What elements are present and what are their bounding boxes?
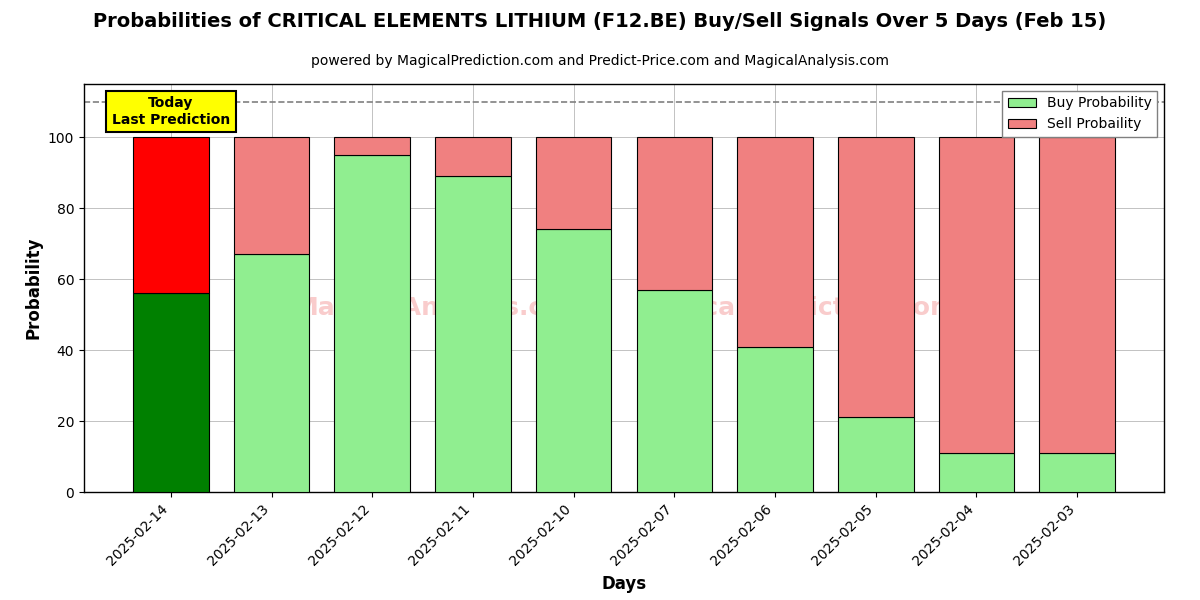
Y-axis label: Probability: Probability bbox=[24, 237, 42, 339]
Bar bbox=[1039, 137, 1115, 453]
Bar bbox=[335, 137, 410, 155]
Bar bbox=[938, 453, 1014, 492]
Bar bbox=[838, 418, 913, 492]
Bar bbox=[436, 176, 511, 492]
Text: powered by MagicalPrediction.com and Predict-Price.com and MagicalAnalysis.com: powered by MagicalPrediction.com and Pre… bbox=[311, 54, 889, 68]
Bar bbox=[838, 137, 913, 418]
Bar bbox=[536, 229, 612, 492]
Bar bbox=[636, 290, 712, 492]
Bar bbox=[436, 137, 511, 176]
Text: MagicalAnalysis.com: MagicalAnalysis.com bbox=[294, 296, 587, 320]
Bar bbox=[234, 137, 310, 254]
X-axis label: Days: Days bbox=[601, 575, 647, 593]
Bar bbox=[234, 254, 310, 492]
Legend: Buy Probability, Sell Probaility: Buy Probability, Sell Probaility bbox=[1002, 91, 1157, 137]
Bar bbox=[536, 137, 612, 229]
Text: MagicalPrediction.com: MagicalPrediction.com bbox=[636, 296, 958, 320]
Text: Probabilities of CRITICAL ELEMENTS LITHIUM (F12.BE) Buy/Sell Signals Over 5 Days: Probabilities of CRITICAL ELEMENTS LITHI… bbox=[94, 12, 1106, 31]
Bar bbox=[1039, 453, 1115, 492]
Bar bbox=[133, 137, 209, 293]
Bar bbox=[737, 137, 812, 347]
Bar bbox=[737, 347, 812, 492]
Bar bbox=[335, 155, 410, 492]
Bar bbox=[938, 137, 1014, 453]
Bar bbox=[636, 137, 712, 290]
Text: Today
Last Prediction: Today Last Prediction bbox=[112, 97, 230, 127]
Bar bbox=[133, 293, 209, 492]
